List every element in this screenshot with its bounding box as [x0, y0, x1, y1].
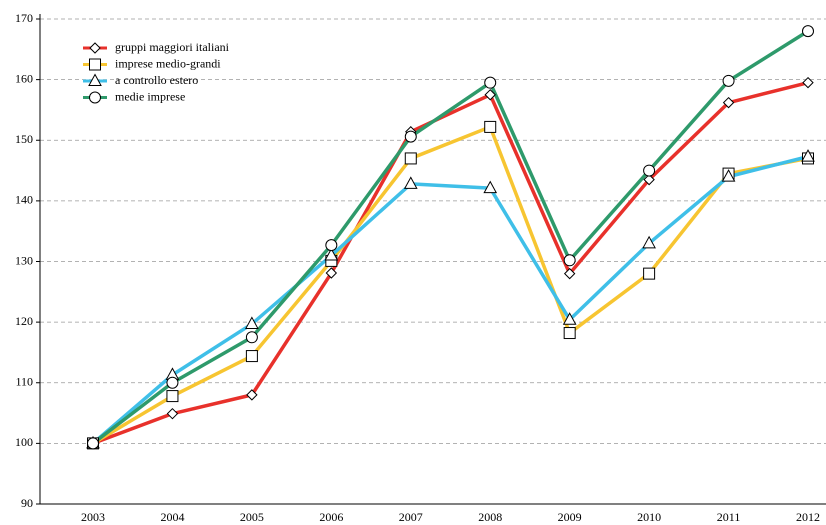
point-marker: [403, 176, 418, 189]
point-marker: [563, 327, 576, 340]
point-marker: [722, 96, 735, 109]
series-line: [92, 80, 809, 446]
x-tick-label: 2005: [240, 510, 264, 524]
point-marker: [166, 390, 179, 403]
point-marker: [404, 130, 417, 143]
point-marker: [642, 235, 656, 249]
point-marker: [166, 407, 179, 420]
x-tick-label: 2006: [319, 510, 343, 524]
point-marker: [643, 267, 656, 280]
point-marker: [802, 76, 814, 89]
point-marker: [166, 376, 179, 389]
point-marker: [802, 25, 814, 38]
point-marker: [245, 316, 259, 329]
legend-label: a controllo estero: [115, 73, 198, 87]
point-marker: [484, 76, 497, 89]
legend-label: gruppi maggiori italiani: [115, 40, 230, 54]
y-tick-label: 90: [21, 496, 33, 510]
x-tick-label: 2011: [717, 510, 741, 524]
y-tick-label: 110: [15, 375, 33, 389]
y-tick-label: 170: [15, 11, 33, 25]
point-marker: [246, 389, 258, 401]
legend-marker: [89, 91, 101, 104]
legend-label: imprese medio-grandi: [115, 56, 221, 70]
point-marker: [325, 239, 338, 252]
y-tick-label: 160: [15, 71, 33, 85]
legend-marker: [88, 73, 102, 86]
y-tick-label: 130: [15, 253, 33, 267]
x-tick-label: 2007: [399, 510, 423, 524]
legend-label: medie imprese: [115, 89, 185, 103]
point-marker: [721, 169, 736, 182]
x-tick-label: 2008: [478, 510, 502, 524]
legend-marker: [89, 42, 101, 54]
point-marker: [245, 331, 258, 344]
series-line: [91, 154, 809, 445]
point-marker: [404, 152, 417, 165]
y-tick-label: 140: [15, 193, 33, 207]
x-tick-label: 2012: [796, 510, 820, 524]
point-marker: [484, 89, 496, 101]
series-line: [91, 29, 809, 445]
y-tick-label: 150: [15, 132, 33, 146]
point-marker: [643, 173, 655, 186]
point-marker: [562, 312, 577, 325]
x-tick-label: 2003: [81, 510, 105, 524]
point-marker: [325, 267, 338, 279]
point-marker: [801, 149, 815, 162]
point-marker: [484, 120, 497, 133]
point-marker: [87, 437, 99, 450]
point-marker: [722, 74, 735, 87]
point-marker: [563, 267, 576, 280]
point-marker: [643, 164, 656, 177]
x-tick-label: 2010: [637, 510, 661, 524]
point-marker: [245, 350, 258, 363]
series-line: [92, 125, 809, 445]
legend-marker: [89, 58, 101, 71]
point-marker: [324, 247, 339, 261]
point-marker: [483, 180, 498, 194]
y-tick-label: 120: [15, 314, 33, 328]
point-marker: [563, 254, 576, 267]
x-tick-label: 2004: [160, 510, 184, 524]
x-tick-label: 2009: [558, 510, 582, 524]
y-tick-label: 100: [15, 435, 33, 449]
